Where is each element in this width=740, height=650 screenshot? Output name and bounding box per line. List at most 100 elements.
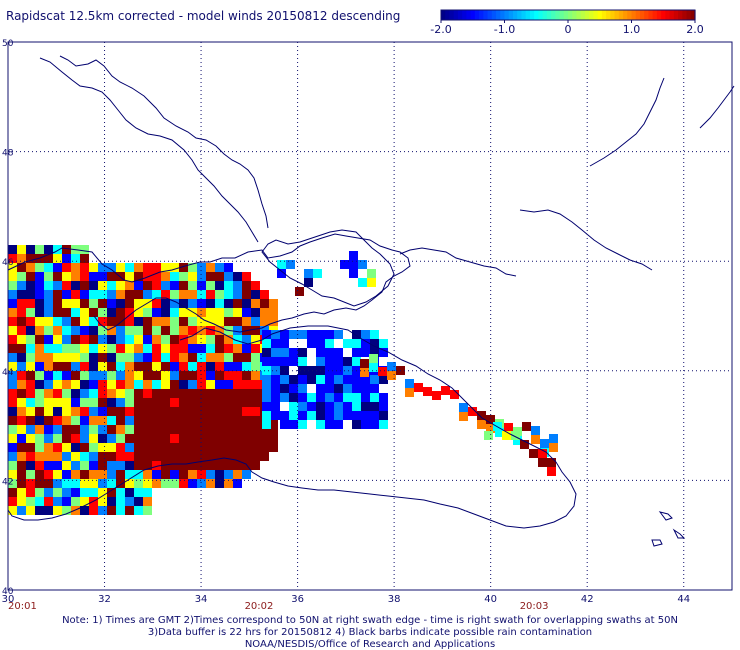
wind-cell [62, 371, 71, 380]
wind-cell [98, 506, 107, 515]
colorbar-segment [568, 10, 573, 20]
wind-cell [215, 389, 224, 398]
wind-cell [260, 308, 269, 317]
wind-cell [262, 411, 271, 420]
wind-cell [143, 470, 152, 479]
wind-cell [251, 452, 260, 461]
wind-cell [80, 443, 89, 452]
wind-cell [441, 386, 450, 395]
wind-cell [206, 407, 215, 416]
wind-cell [62, 425, 71, 434]
wind-cell [370, 348, 379, 357]
wind-cell [62, 479, 71, 488]
wind-cell [251, 353, 260, 362]
wind-cell [80, 326, 89, 335]
eastern-lake [658, 511, 673, 521]
wind-cell [242, 371, 251, 380]
wind-cell [53, 281, 62, 290]
wind-cell [161, 452, 170, 461]
wind-cell [269, 317, 278, 326]
wind-cell [179, 371, 188, 380]
wind-cell [98, 461, 107, 470]
wind-cell [8, 479, 17, 488]
wind-cell [8, 317, 17, 326]
wind-cell [215, 344, 224, 353]
wind-cell [53, 263, 62, 272]
colorbar-segment [521, 10, 527, 20]
wind-cell [125, 479, 134, 488]
wind-cell [89, 344, 98, 353]
wind-cell [152, 281, 161, 290]
wind-cell [161, 299, 170, 308]
wind-cell [116, 353, 125, 362]
wind-cell [71, 443, 80, 452]
wind-cell [26, 299, 35, 308]
wind-cell [369, 363, 378, 372]
wind-cell [152, 326, 161, 335]
wind-cell [107, 497, 116, 506]
colorbar-segment [483, 10, 489, 20]
wind-cell [233, 281, 242, 290]
colorbar-segment [538, 10, 544, 20]
crimea-south-coast [7, 325, 577, 529]
wind-cell [179, 299, 188, 308]
wind-cell [8, 497, 17, 506]
wind-cell [152, 380, 161, 389]
wind-cell [98, 407, 107, 416]
wind-cell [289, 411, 298, 420]
wind-cell [44, 407, 53, 416]
wind-cell [143, 434, 152, 443]
wind-cell [242, 272, 251, 281]
wind-cell [152, 416, 161, 425]
wind-cell [98, 389, 107, 398]
wind-cell [277, 260, 286, 269]
wind-cell [206, 452, 215, 461]
wind-cell [298, 402, 307, 411]
wind-cell [134, 326, 143, 335]
wind-cell [206, 326, 215, 335]
colorbar-segment [462, 10, 467, 20]
wind-cell [206, 272, 215, 281]
wind-cell [8, 461, 17, 470]
wind-cell [405, 388, 414, 397]
wind-cell [188, 344, 197, 353]
colorbar-segment [606, 10, 611, 20]
wind-cell [107, 452, 116, 461]
wind-cell [511, 431, 520, 440]
wind-cell [98, 443, 107, 452]
wind-cell [62, 281, 71, 290]
wind-cell [242, 281, 251, 290]
wind-cell [53, 443, 62, 452]
wind-cell [233, 317, 242, 326]
wind-cell [62, 245, 71, 254]
wind-cell [98, 371, 107, 380]
wind-cell [170, 425, 179, 434]
wind-cell [513, 436, 522, 445]
lon-tick-label: 34 [195, 594, 208, 605]
wind-cell [98, 263, 107, 272]
wind-cell [242, 452, 251, 461]
wind-cell [262, 384, 271, 393]
wind-cell [260, 434, 269, 443]
wind-cell [161, 479, 170, 488]
wind-cell [116, 407, 125, 416]
wind-cell [143, 407, 152, 416]
wind-cell [188, 317, 197, 326]
wind-cell [352, 339, 361, 348]
wind-cell [17, 461, 26, 470]
wind-cell [17, 425, 26, 434]
wind-cell [271, 366, 280, 375]
wind-cell [170, 479, 179, 488]
wind-cell [143, 290, 152, 299]
wind-cell [26, 254, 35, 263]
wind-cell [62, 272, 71, 281]
wind-cell [35, 272, 44, 281]
wind-cell [188, 380, 197, 389]
wind-cell [379, 393, 388, 402]
wind-cell [206, 461, 215, 470]
wind-cell [495, 428, 504, 437]
wind-cell [152, 317, 161, 326]
wind-cell [369, 354, 378, 363]
wind-cell [71, 353, 80, 362]
wind-cell [134, 389, 143, 398]
